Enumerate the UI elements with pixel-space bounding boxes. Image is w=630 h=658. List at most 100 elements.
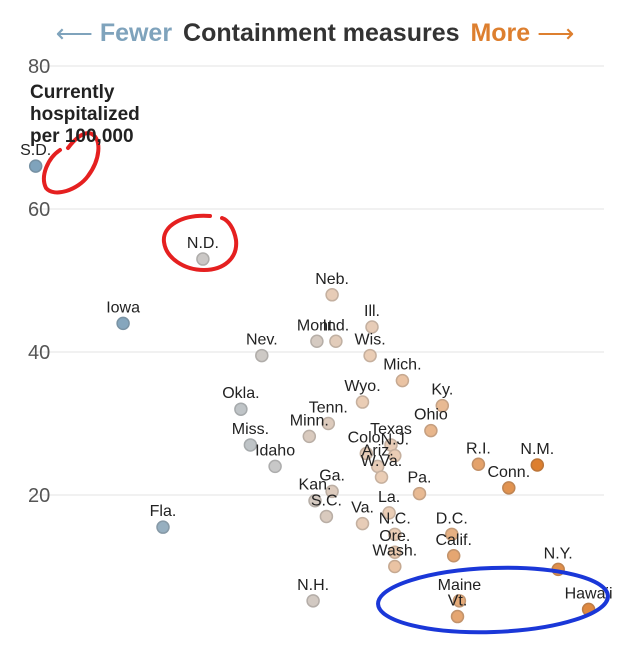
point-label: Wis. (355, 332, 386, 349)
header-more-label: More (470, 19, 531, 47)
data-points (28, 159, 596, 624)
y-tick-label: 60 (28, 199, 50, 221)
data-point (28, 159, 43, 173)
point-label: S.C. (311, 492, 342, 509)
y-tick-label: 40 (28, 342, 50, 364)
data-point (310, 334, 324, 349)
point-label: N.J. (381, 432, 409, 449)
y-axis-label: Currently hospitalized per 100,000 (30, 82, 140, 147)
data-point (359, 446, 374, 461)
point-label: N.Y. (544, 545, 573, 562)
point-label: Texas (370, 421, 412, 438)
point-label: Calif. (435, 532, 471, 549)
data-point (243, 438, 258, 452)
y-tick-label: 20 (28, 485, 50, 507)
point-label: Ga. (319, 467, 345, 484)
point-label: Pa. (407, 470, 431, 487)
point-label: N.H. (297, 577, 329, 594)
header-fewer-label: Fewer (99, 19, 173, 47)
point-label: Ariz. (362, 442, 394, 459)
point-label: La. (378, 489, 400, 506)
data-point (268, 459, 282, 474)
point-label: Conn. (487, 464, 530, 481)
point-label: Miss. (232, 421, 269, 438)
point-label: Colo. (348, 430, 385, 447)
right-arrow-icon: ⟶ (537, 18, 575, 48)
y-axis-ticks: 20 40 60 80 (28, 56, 50, 507)
y-tick-label: 80 (28, 56, 50, 78)
data-point (329, 334, 343, 349)
point-label: Mich. (383, 357, 421, 374)
data-point (321, 416, 336, 431)
point-label: Wyo. (344, 378, 380, 395)
data-point (382, 506, 396, 520)
point-label: Neb. (315, 271, 349, 288)
point-label: R.I. (466, 440, 491, 457)
data-point (325, 288, 339, 302)
point-label: N.M. (520, 441, 554, 458)
point-label: Ill. (364, 303, 380, 320)
data-point (363, 348, 377, 363)
point-label: Fla. (150, 503, 177, 520)
data-point (308, 493, 322, 508)
left-arrow-icon: ⟵ (55, 18, 93, 48)
data-point (450, 609, 465, 624)
data-point (452, 594, 467, 608)
data-point (374, 470, 389, 484)
data-point (196, 252, 210, 266)
annotation-red-circle-nd (161, 213, 239, 273)
data-point (255, 348, 269, 363)
point-label: Minn. (290, 412, 329, 429)
point-label: Idaho (255, 442, 295, 459)
point-label: Nev. (246, 332, 278, 349)
data-point (471, 457, 486, 472)
annotation-blue-ellipse (376, 565, 610, 635)
point-labels: S.D. N.D. Iowa Nev. Neb. Mont.Ind. Ill. Wis. Mic… (20, 142, 612, 609)
point-label: Mont. (297, 317, 337, 334)
point-label: Ind. (323, 317, 350, 334)
hand-annotations (41, 131, 610, 635)
data-point (446, 549, 461, 563)
point-label: Vt. (448, 593, 468, 610)
point-label: Wash. (372, 543, 417, 560)
point-label: Ore. (379, 528, 410, 545)
point-label: Hawaii (565, 585, 613, 602)
data-point (319, 509, 334, 524)
data-point (530, 458, 545, 472)
data-point (306, 594, 320, 608)
data-point (325, 484, 339, 499)
header-title: Containment measures (183, 19, 460, 47)
data-point (445, 527, 459, 542)
data-point (355, 395, 370, 409)
chart-header: ⟵ Fewer Containment measures More ⟶ (0, 18, 630, 49)
point-label: Ohio (414, 407, 448, 424)
data-point (424, 423, 438, 438)
data-point (388, 545, 402, 559)
point-label: N.C. (379, 510, 411, 527)
data-point (388, 527, 402, 542)
data-point (355, 516, 370, 531)
data-point (234, 402, 248, 416)
point-label: Kan. (299, 477, 332, 494)
data-point (116, 316, 130, 331)
data-point (388, 559, 402, 574)
point-label: Tenn. (309, 400, 348, 417)
point-label: N.D. (187, 235, 219, 252)
data-point (302, 429, 317, 444)
point-label: D.C. (436, 510, 468, 527)
data-point (388, 448, 402, 463)
point-label: W.Va. (361, 453, 403, 470)
point-label: Maine (438, 577, 482, 594)
data-point (395, 373, 410, 388)
point-label: Ky. (431, 382, 453, 399)
annotation-red-circle-sd (41, 131, 101, 195)
data-point (365, 320, 379, 334)
point-label: S.D. (20, 142, 51, 159)
data-point (412, 486, 427, 501)
data-point (502, 481, 516, 495)
point-label: Va. (351, 500, 374, 517)
point-label: Iowa (106, 299, 140, 316)
data-point (435, 398, 450, 413)
point-label: Okla. (222, 385, 259, 402)
